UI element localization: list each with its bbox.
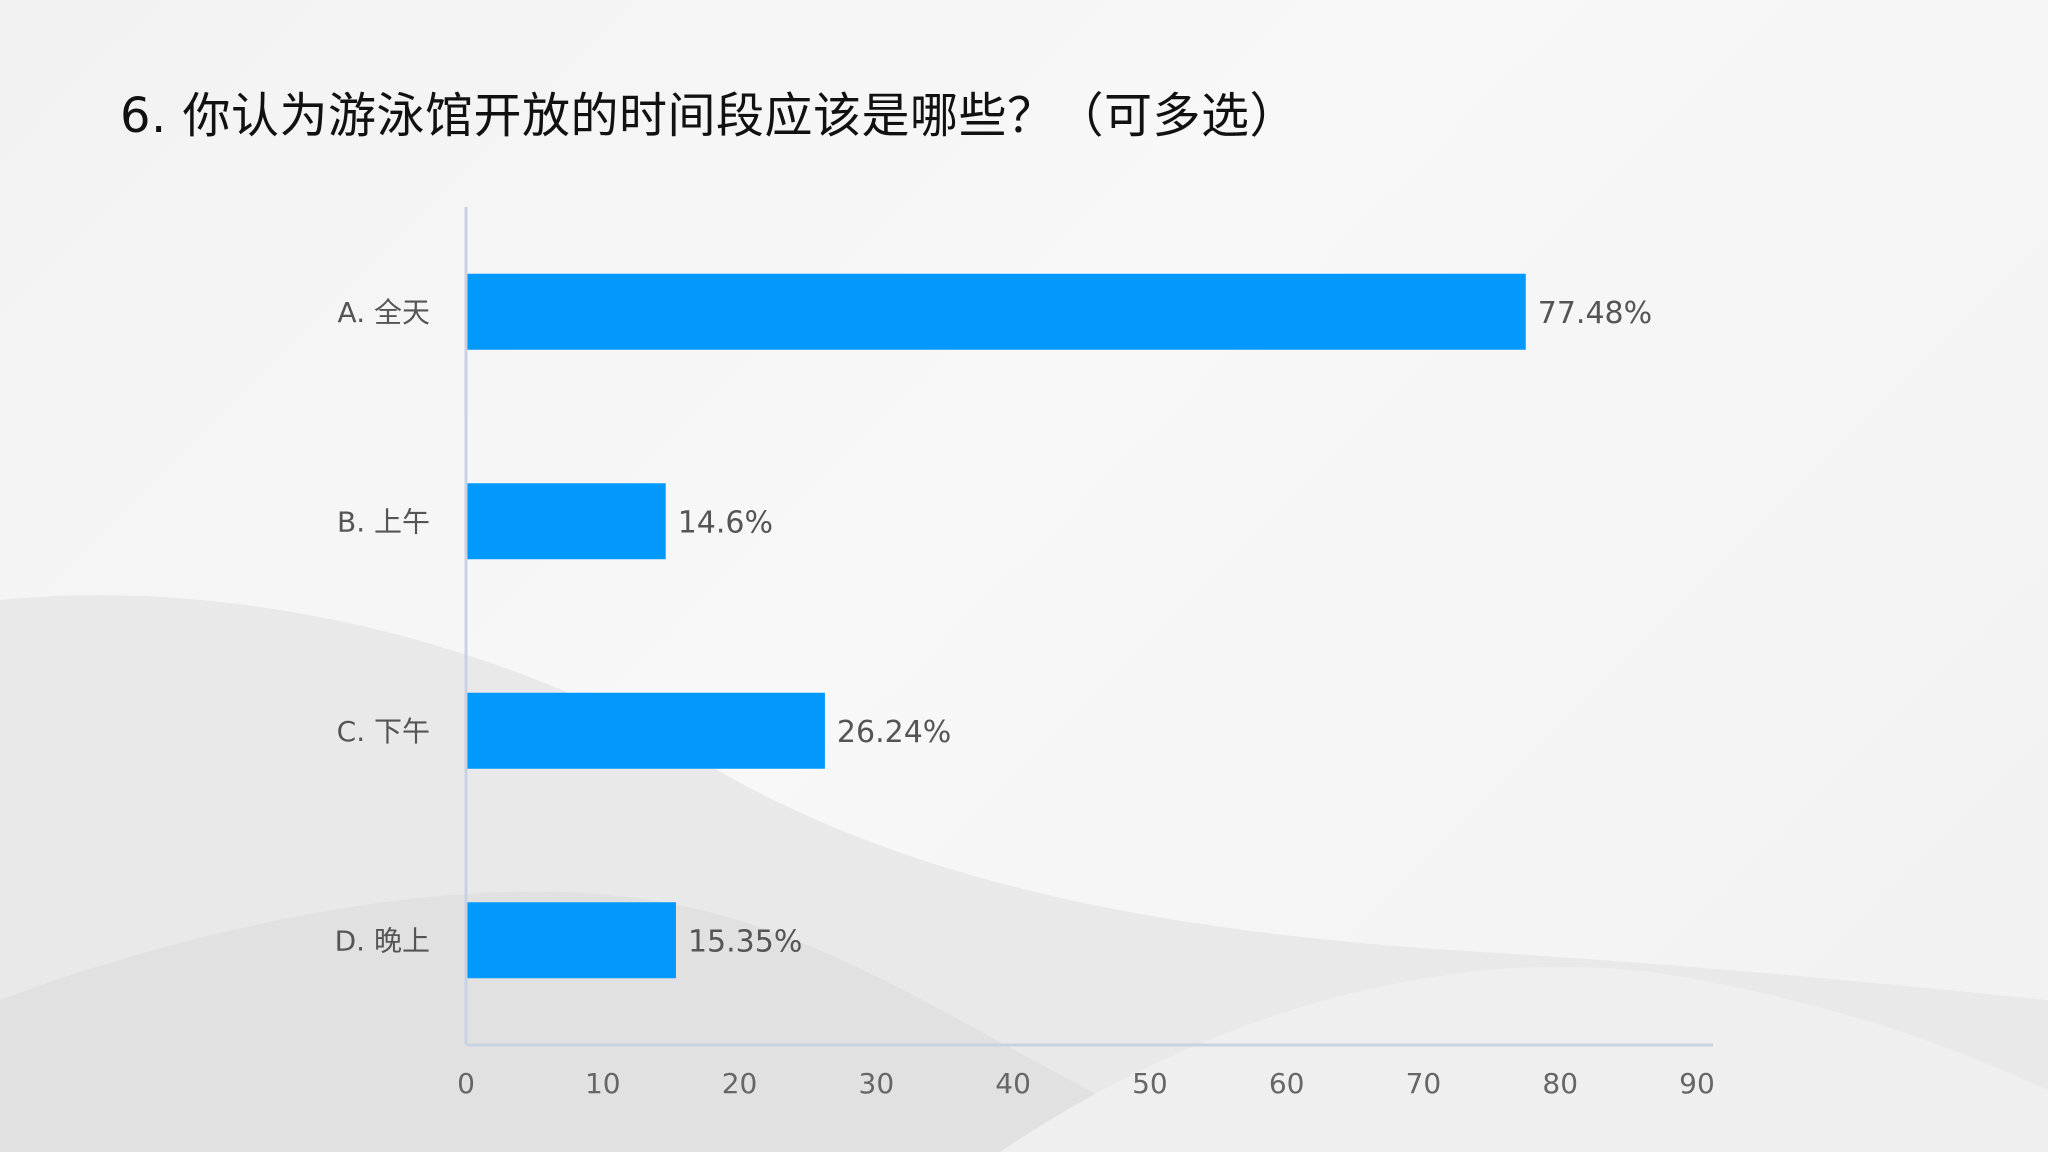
x-tick-label: 40	[995, 1067, 1031, 1100]
background-wave-light	[1000, 966, 2048, 1152]
slide-title: 6. 你认为游泳馆开放的时间段应该是哪些？（可多选）	[120, 88, 1299, 144]
background-wave-front	[0, 891, 1220, 1152]
category-label: D. 晚上	[335, 924, 430, 957]
data-label: 26.24%	[837, 715, 951, 750]
x-tick-label: 80	[1542, 1067, 1578, 1100]
data-label: 77.48%	[1538, 296, 1652, 331]
bar	[466, 692, 825, 769]
x-tick-label: 0	[457, 1067, 475, 1100]
data-label: 14.6%	[678, 505, 773, 540]
data-label: 15.35%	[688, 924, 802, 959]
x-tick-label: 60	[1269, 1067, 1305, 1100]
bar	[466, 273, 1526, 350]
x-tick-label: 20	[722, 1067, 758, 1100]
x-tick-label: 30	[859, 1067, 895, 1100]
bar	[466, 483, 666, 560]
x-tick-label: 10	[585, 1067, 621, 1100]
category-label: A. 全天	[338, 296, 430, 329]
x-tick-label: 70	[1406, 1067, 1442, 1100]
x-tick-label: 90	[1679, 1067, 1715, 1100]
category-label: C. 下午	[337, 715, 430, 748]
category-label: B. 上午	[337, 505, 430, 538]
x-tick-label: 50	[1132, 1067, 1168, 1100]
bar	[466, 902, 676, 979]
